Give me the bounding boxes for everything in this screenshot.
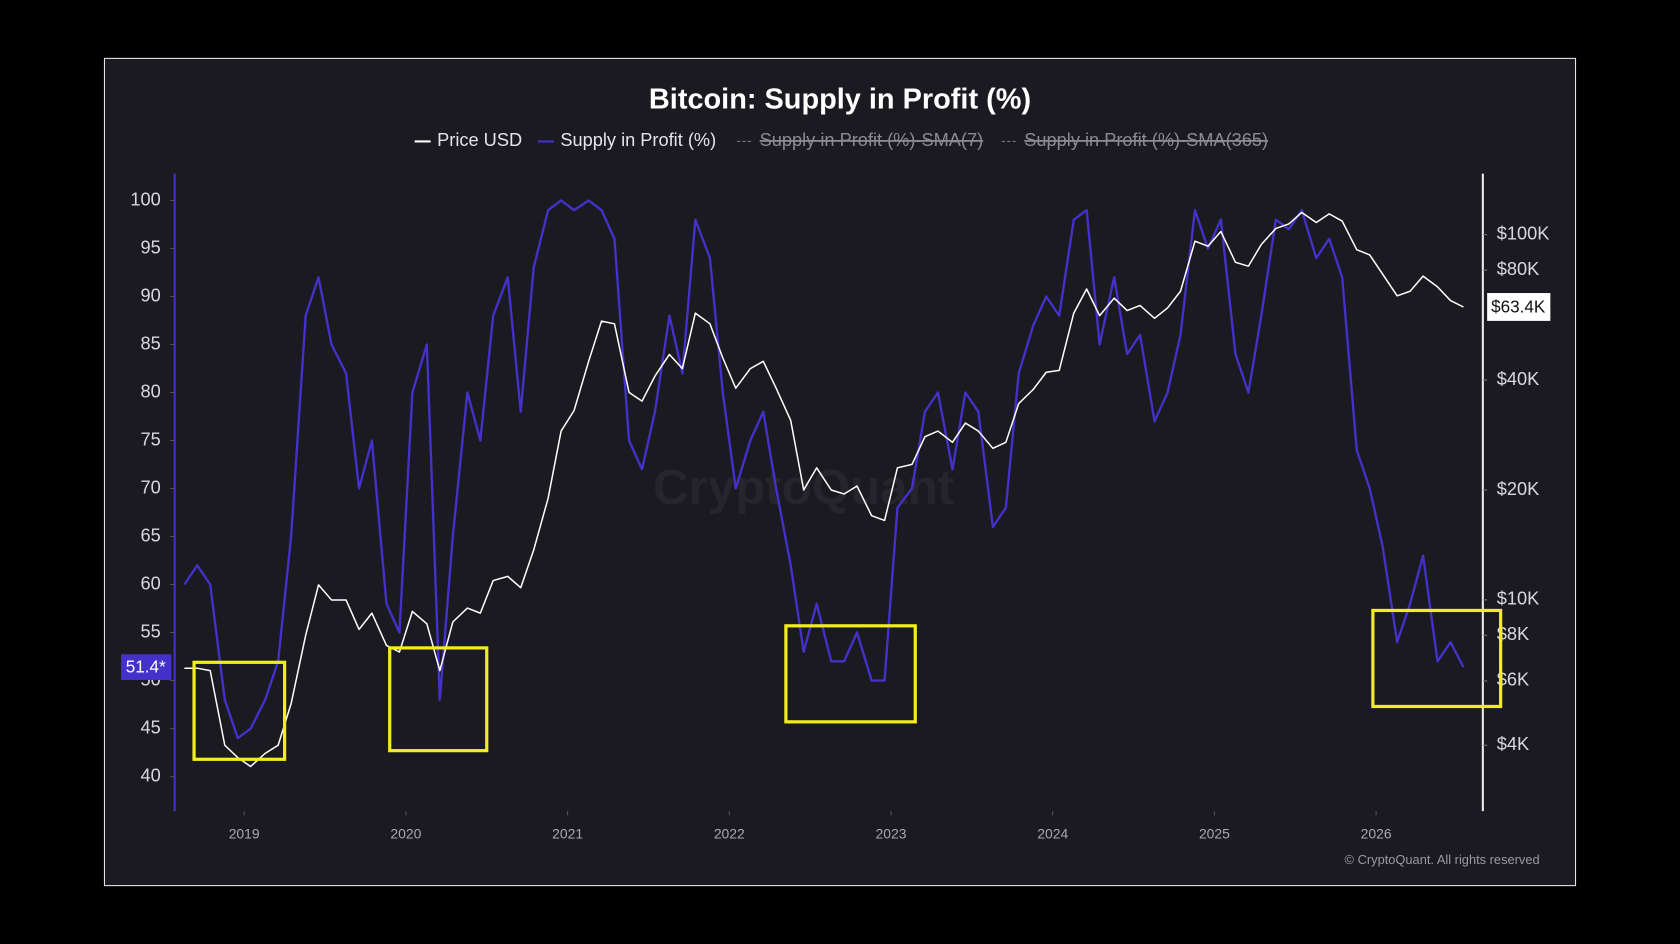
x-tick-label: 2022 bbox=[714, 825, 745, 841]
series-line bbox=[184, 211, 1464, 768]
x-tick-label: 2026 bbox=[1361, 825, 1392, 841]
chart-title: Bitcoin: Supply in Profit (%) bbox=[649, 83, 1031, 115]
y2-tick-label: $10K bbox=[1497, 589, 1540, 609]
y-tick-label: 85 bbox=[140, 333, 160, 353]
x-tick-label: 2020 bbox=[390, 825, 421, 841]
legend-label: Supply in Profit (%)-SMA(7) bbox=[760, 130, 984, 150]
chart-frame bbox=[103, 57, 1577, 887]
y-tick-label: 40 bbox=[140, 765, 160, 785]
highlight-box bbox=[192, 660, 287, 761]
y-tick-label: 95 bbox=[140, 237, 160, 257]
legend-label: Supply in Profit (%)-SMA(365) bbox=[1024, 130, 1268, 150]
y-tick-label: 45 bbox=[140, 717, 160, 737]
price-marker-label: $63.4K bbox=[1491, 297, 1546, 317]
x-tick-label: 2025 bbox=[1199, 825, 1230, 841]
x-tick-label: 2021 bbox=[552, 825, 583, 841]
highlight-box bbox=[784, 624, 917, 724]
y2-tick-label: $8K bbox=[1497, 624, 1529, 644]
y2-tick-label: $20K bbox=[1497, 479, 1540, 499]
supply-marker bbox=[121, 654, 172, 680]
y2-tick-label: $100K bbox=[1497, 224, 1550, 244]
y-tick-label: 75 bbox=[140, 429, 160, 449]
y-tick-label: 90 bbox=[140, 285, 160, 305]
y-tick-label: 55 bbox=[140, 621, 160, 641]
y-tick-label: 65 bbox=[140, 525, 160, 545]
y2-tick-label: $4K bbox=[1497, 734, 1529, 754]
x-tick-label: 2024 bbox=[1037, 825, 1068, 841]
footer: © CryptoQuant. All rights reserved bbox=[1345, 852, 1540, 867]
y-tick-label: 60 bbox=[140, 573, 160, 593]
x-tick-label: 2023 bbox=[876, 825, 907, 841]
price-marker bbox=[1487, 293, 1551, 321]
highlight-box bbox=[1371, 608, 1503, 709]
y-tick-label: 80 bbox=[140, 381, 160, 401]
legend-label: Price USD bbox=[437, 130, 522, 150]
legend-label: Supply in Profit (%) bbox=[560, 130, 716, 150]
y-tick-label: 70 bbox=[140, 477, 160, 497]
y2-tick-label: $6K bbox=[1497, 670, 1529, 690]
series-line bbox=[183, 199, 1465, 740]
supply-marker-label: 51.4* bbox=[126, 657, 166, 677]
y2-tick-label: $40K bbox=[1497, 369, 1540, 389]
x-tick-label: 2019 bbox=[229, 825, 260, 841]
y2-tick-label: $80K bbox=[1497, 259, 1540, 279]
y-tick-label: 100 bbox=[130, 189, 160, 209]
highlight-box bbox=[388, 646, 489, 753]
